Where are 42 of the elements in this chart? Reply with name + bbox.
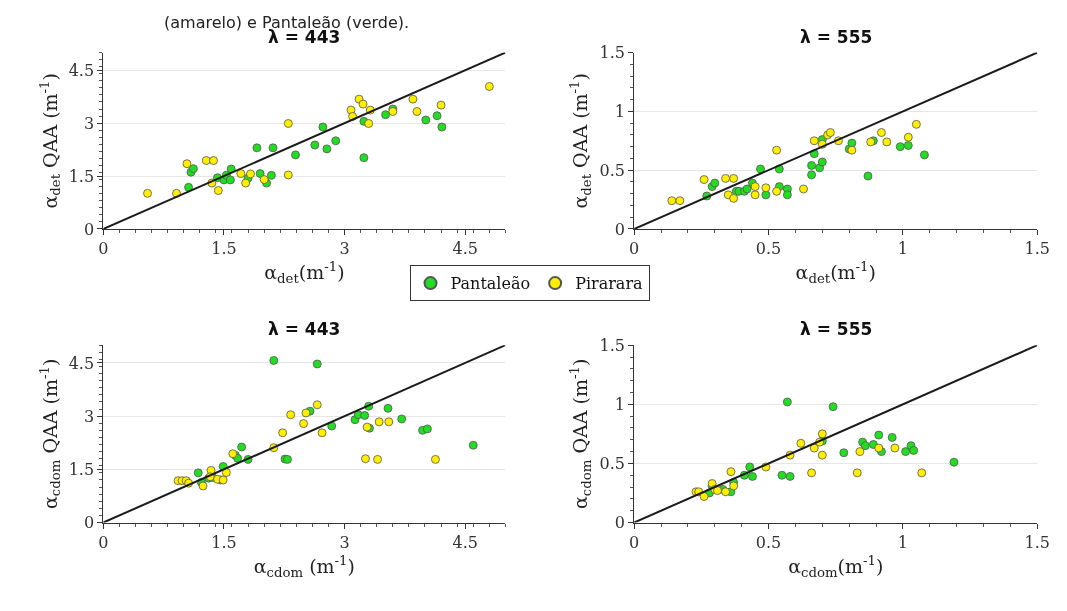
y-tick-label: 4.5 [68, 60, 95, 80]
x-tick-label: 0 [98, 532, 109, 552]
y-tick-label: 1.5 [68, 166, 95, 186]
y-tick-label: 0 [614, 219, 625, 239]
y-tick-label: 1 [614, 394, 625, 414]
x-axis-title: α$_{det}$(m$^{-1}$) [795, 258, 876, 286]
legend-label: Pirarara [575, 274, 644, 294]
x-tick-label: 1 [897, 239, 909, 259]
x-tick-label: 0 [629, 239, 640, 259]
x-tick-label: 0 [98, 239, 109, 259]
x-tick-label: 1.5 [1024, 532, 1051, 552]
x-tick-label: 1.5 [1024, 239, 1051, 259]
x-tick-label: 0 [629, 532, 640, 552]
x-tick-label: 0.5 [755, 239, 782, 259]
y-tick-label: 1.5 [599, 43, 625, 63]
x-axis-title: α$_{cdom}$ (m$^{-1}$) [253, 552, 355, 580]
y-tick-label: 0.5 [599, 454, 625, 474]
chart-title: λ = 443 [268, 27, 341, 47]
x-tick-label: 1.5 [211, 532, 237, 552]
x-tick-label: 3 [339, 239, 350, 259]
y-tick-label: 0 [83, 219, 95, 239]
chart-title: λ = 555 [800, 27, 873, 47]
x-tick-label: 4.5 [452, 239, 478, 259]
x-tick-label: 3 [339, 532, 350, 552]
x-tick-label: 0.5 [755, 532, 782, 552]
y-tick-label: 3 [83, 406, 95, 426]
chart-title: λ = 555 [800, 319, 873, 339]
x-axis-title: α$_{cdom}$(m$^{-1}$) [788, 552, 884, 580]
y-tick-label: 3 [83, 113, 95, 133]
x-tick-label: 1 [897, 532, 909, 552]
y-tick-label: 1.5 [599, 335, 625, 355]
y-tick-label: 0 [83, 513, 95, 533]
x-axis-title: α$_{det}$(m$^{-1}$) [264, 258, 345, 286]
x-tick-label: 1.5 [211, 239, 237, 259]
y-tick-label: 0.5 [599, 160, 625, 180]
y-tick-label: 1 [614, 101, 625, 121]
y-tick-label: 1.5 [68, 459, 95, 479]
legend-label: Pantaleão [450, 274, 531, 294]
x-tick-label: 4.5 [452, 532, 478, 552]
chart-title: λ = 443 [268, 319, 341, 339]
y-tick-label: 0 [614, 513, 625, 533]
y-tick-label: 4.5 [68, 353, 95, 373]
